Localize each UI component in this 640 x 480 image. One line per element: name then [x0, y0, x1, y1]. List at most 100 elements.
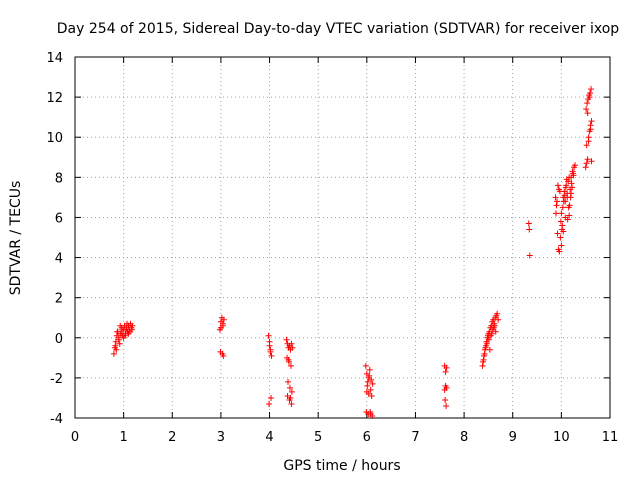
data-point: [588, 86, 595, 93]
data-point: [365, 390, 372, 397]
y-tick-label: 6: [55, 211, 63, 226]
data-point: [286, 384, 293, 391]
chart-title: Day 254 of 2015, Sidereal Day-to-day VTE…: [57, 21, 620, 37]
data-point: [288, 400, 295, 407]
data-point: [556, 248, 563, 255]
data-point: [366, 372, 373, 379]
x-tick-label: 6: [363, 430, 371, 445]
data-point: [570, 172, 577, 179]
data-point: [219, 320, 226, 327]
data-point: [566, 202, 573, 209]
data-point: [287, 362, 294, 369]
y-tick-label: 2: [55, 292, 63, 307]
data-point: [368, 376, 375, 383]
data-point: [552, 194, 559, 201]
data-point: [217, 324, 224, 331]
data-point: [566, 174, 573, 181]
data-point: [554, 230, 561, 237]
data-point: [220, 352, 227, 359]
data-point: [583, 142, 590, 149]
data-point: [118, 330, 125, 337]
data-point: [584, 100, 591, 107]
data-point: [566, 212, 573, 219]
x-tick-label: 4: [265, 430, 273, 445]
data-point: [569, 168, 576, 175]
data-point: [526, 252, 533, 259]
data-point: [585, 134, 592, 141]
data-point: [122, 332, 129, 339]
data-point: [220, 316, 227, 323]
data-point: [265, 332, 272, 339]
data-point: [480, 358, 487, 365]
data-point: [485, 336, 492, 343]
grid: [75, 57, 610, 418]
data-point: [289, 344, 296, 351]
data-point: [268, 394, 275, 401]
data-point: [288, 340, 295, 347]
data-point: [553, 210, 560, 217]
data-point: [110, 350, 117, 357]
data-point: [288, 388, 295, 395]
data-point: [285, 378, 292, 385]
data-point: [571, 162, 578, 169]
data-point: [114, 328, 121, 335]
data-point: [443, 364, 450, 371]
data-point: [362, 362, 369, 369]
x-tick-label: 5: [314, 430, 322, 445]
data-point: [366, 366, 373, 373]
data-point: [583, 106, 590, 113]
data-point: [367, 410, 374, 417]
data-point: [115, 336, 122, 343]
x-tick-label: 0: [71, 430, 79, 445]
data-point: [554, 182, 561, 189]
data-point: [267, 348, 274, 355]
data-point: [283, 336, 290, 343]
x-tick-label: 1: [119, 430, 127, 445]
x-tick-label: 8: [460, 430, 468, 445]
x-tick-label: 7: [411, 430, 419, 445]
plot-frame: [74, 56, 611, 419]
data-point: [526, 226, 533, 233]
data-point: [441, 386, 448, 393]
data-point: [564, 194, 571, 201]
data-point: [525, 220, 532, 227]
data-point: [568, 190, 575, 197]
data-point: [367, 386, 374, 393]
data-point: [558, 242, 565, 249]
data-point: [557, 218, 564, 225]
data-point: [482, 342, 489, 349]
data-point: [112, 342, 119, 349]
data-point: [128, 326, 135, 333]
data-point: [559, 204, 566, 211]
data-point: [124, 320, 131, 327]
x-tick-label: 2: [168, 430, 176, 445]
data-point: [490, 324, 497, 331]
data-point: [568, 180, 575, 187]
data-point: [558, 210, 565, 217]
data-point: [116, 340, 123, 347]
data-point: [484, 332, 491, 339]
x-axis-label: GPS time / hours: [283, 458, 400, 474]
data-point: [560, 198, 567, 205]
y-tick-label: 14: [46, 51, 63, 66]
y-axis-label: SDTVAR / TECUs: [8, 181, 24, 296]
data-point: [481, 352, 488, 359]
data-point: [266, 400, 273, 407]
data-point: [588, 158, 595, 165]
data-point: [443, 402, 450, 409]
data-points: [110, 86, 595, 419]
data-point: [266, 338, 273, 345]
y-tick-label: 4: [55, 252, 63, 267]
y-tick-label: 10: [46, 131, 63, 146]
data-point: [557, 234, 564, 241]
data-point: [113, 346, 120, 353]
data-point: [562, 214, 569, 221]
data-point: [494, 310, 501, 317]
data-point: [588, 118, 595, 125]
y-tick-label: 0: [55, 332, 63, 347]
data-point: [442, 368, 449, 375]
data-point: [584, 110, 591, 117]
y-tick-label: 8: [55, 171, 63, 186]
